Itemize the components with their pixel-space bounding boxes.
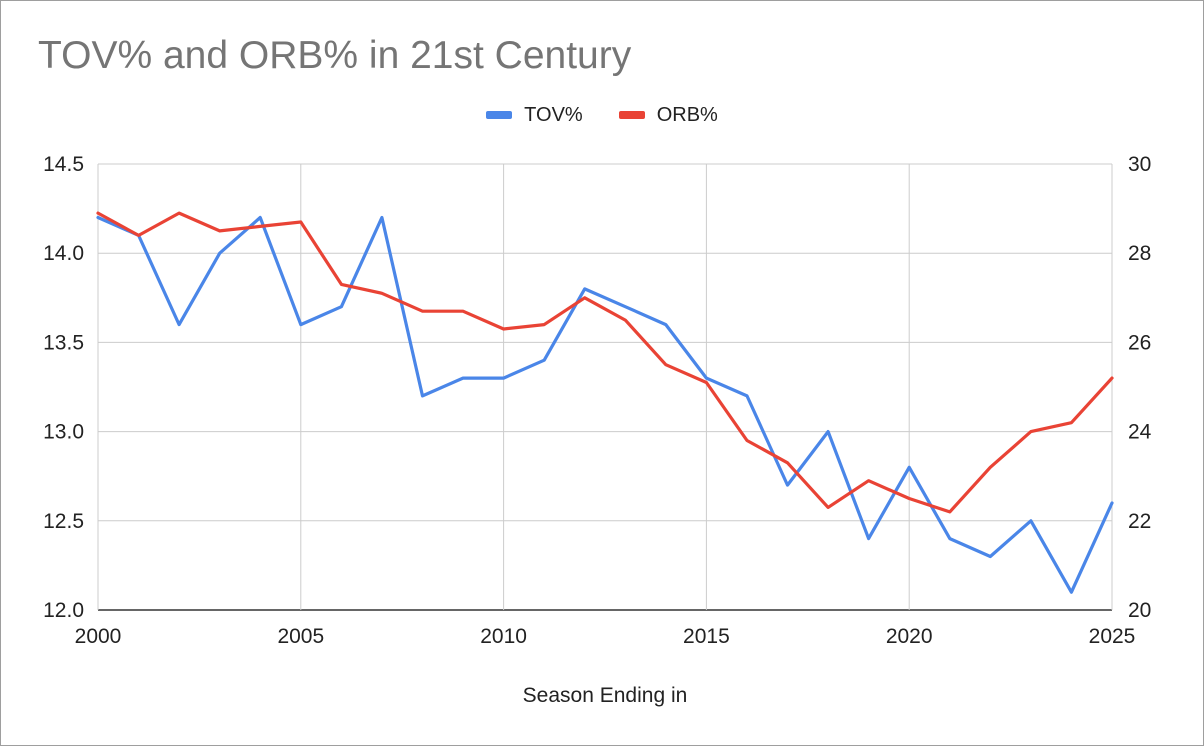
x-tick-label: 2025 [1089,625,1136,648]
chart-legend: TOV% ORB% [0,100,1204,130]
x-tick-label: 2000 [75,625,122,648]
x-tick-label: 2010 [480,625,527,648]
y-right-tick-label: 20 [1128,599,1151,622]
series-layer [96,211,1114,594]
y-right-tick-label: 24 [1128,421,1152,444]
y-left-tick-label: 13.5 [43,331,84,354]
tick-labels: 12.0 12.5 13.0 13.5 14.0 14.5 20 22 24 26 28 30 2000… [43,153,1152,648]
y-left-tick-label: 12.5 [43,510,84,533]
y-left-tick-label: 14.0 [43,242,84,265]
legend-swatch-orb [618,111,645,119]
grid-lines [97,163,1113,611]
series-line-orb[interactable] [96,211,1114,514]
x-axis-title: Season Ending in [523,684,688,707]
y-right-tick-label: 26 [1128,331,1151,354]
legend-item-orb[interactable]: ORB% [618,103,718,127]
y-right-tick-label: 28 [1128,242,1151,265]
chart-title: TOV% and ORB% in 21st Century [38,34,632,77]
legend-item-tov[interactable]: TOV% [486,104,583,127]
x-tick-label: 2005 [277,625,324,648]
legend-swatch-tov [486,111,513,119]
y-left-tick-label: 12.0 [43,599,84,622]
y-left-tick-label: 14.5 [43,153,84,176]
x-tick-label: 2015 [683,625,730,648]
y-left-tick-label: 13.0 [43,421,84,444]
legend-label-tov: TOV% [524,103,583,126]
y-right-tick-label: 22 [1128,510,1151,533]
series-line-tov[interactable] [96,215,1114,594]
y-right-tick-label: 30 [1128,153,1151,176]
x-tick-label: 2020 [886,625,933,648]
legend-label-orb: ORB% [656,103,718,126]
